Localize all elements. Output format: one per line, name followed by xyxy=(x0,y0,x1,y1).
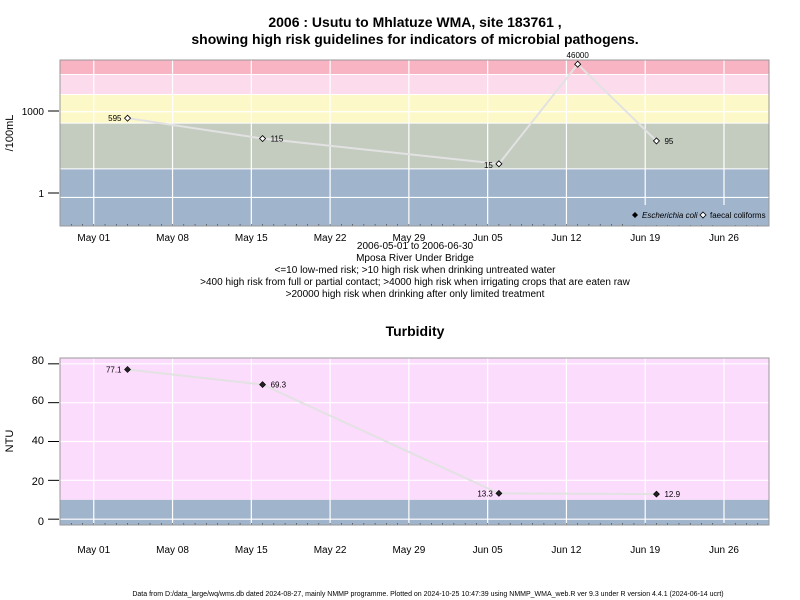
footer-note: Data from D:/data_large/wq/wms.db dated … xyxy=(132,591,723,598)
bottom-chart-title: Turbidity xyxy=(386,323,445,339)
faecal-coliforms-data-label: 15 xyxy=(484,161,493,170)
bottom-risk-band-pink xyxy=(60,358,769,500)
faecal-coliforms-data-label: 595 xyxy=(108,114,122,123)
turbidity-data-label: 12.9 xyxy=(664,490,680,499)
top-x-tick-label: May 29 xyxy=(392,233,425,244)
turbidity-point xyxy=(259,381,266,389)
top-caption-line: 2006-05-01 to 2006-06-30 xyxy=(357,241,474,252)
top-caption-line: <=10 low-med risk; >10 high risk when dr… xyxy=(275,265,557,276)
faecal-coliforms-point xyxy=(123,114,132,122)
top-risk-band-pink xyxy=(60,74,769,95)
bottom-y-tick-label: 60 xyxy=(32,395,44,407)
bottom-y-tick-label: 0 xyxy=(38,516,44,528)
top-x-tick-label: May 15 xyxy=(235,233,268,244)
top-legend: Escherichia coli faecal coliforms xyxy=(626,205,768,225)
top-caption-line: >400 high risk from full or partial cont… xyxy=(200,277,630,288)
top-caption-line: Mposa River Under Bridge xyxy=(356,253,474,264)
faecal-coliforms-data-label: 46000 xyxy=(567,51,590,60)
faecal-legend-marker xyxy=(699,211,707,219)
top-chart-title-line1: 2006 : Usutu to Mhlatuze WMA, site 18376… xyxy=(268,14,561,30)
turbidity-point xyxy=(124,366,131,373)
turbidity-point xyxy=(495,489,503,497)
turbidity-line xyxy=(127,368,657,496)
turbidity-data-label: 69.3 xyxy=(271,381,287,390)
turbidity-point xyxy=(653,490,660,498)
faecal-coliforms-point xyxy=(495,160,503,168)
ecoli-legend-marker xyxy=(632,212,638,218)
turbidity-data-label: 77.1 xyxy=(106,365,122,374)
bottom-x-tick-label: Jun 19 xyxy=(630,545,660,556)
bottom-x-tick-label: May 01 xyxy=(77,545,110,556)
top-x-tick-label: May 01 xyxy=(77,233,110,244)
top-plot-frame xyxy=(59,59,770,227)
bottom-x-tick-label: Jun 05 xyxy=(473,545,503,556)
faecal-coliforms-data-label: 115 xyxy=(271,135,284,144)
turbidity-data-label: 13.3 xyxy=(477,489,493,498)
bottom-x-tick-label: May 08 xyxy=(156,545,189,556)
top-y-tick-label: 1000 xyxy=(22,107,45,118)
top-y-tick-label: 1 xyxy=(38,189,44,200)
bottom-y-tick-label: 80 xyxy=(32,355,44,367)
top-caption-line: >20000 high risk when drinking after onl… xyxy=(286,289,545,300)
bottom-y-tick-label: 20 xyxy=(32,476,44,488)
bottom-x-tick-label: May 22 xyxy=(314,545,347,556)
faecal-coliforms-point xyxy=(574,60,582,68)
bottom-y-axis-label: NTU xyxy=(4,430,16,453)
faecal-coliforms-point xyxy=(259,134,267,143)
bottom-x-tick-label: May 15 xyxy=(235,545,268,556)
bottom-x-tick-label: May 29 xyxy=(392,545,425,556)
faecal-coliforms-point xyxy=(652,137,661,145)
faecal-legend-label: faecal coliforms xyxy=(710,211,766,220)
top-risk-band-red xyxy=(60,60,769,75)
ecoli-legend-label: Escherichia coli xyxy=(642,211,698,220)
faecal-coliforms-data-label: 95 xyxy=(664,137,673,146)
bottom-risk-band-blue xyxy=(60,499,769,525)
bottom-plot-frame xyxy=(59,357,770,526)
top-x-tick-label: May 08 xyxy=(156,233,189,244)
top-y-axis-label: /100mL xyxy=(4,115,16,152)
top-x-tick-label: Jun 12 xyxy=(551,233,581,244)
bottom-x-tick-label: Jun 26 xyxy=(709,545,739,556)
top-risk-band-yellow xyxy=(60,94,769,124)
top-x-tick-label: Jun 05 xyxy=(473,233,503,244)
top-chart-title-line2: showing high risk guidelines for indicat… xyxy=(191,31,638,47)
top-x-tick-label: Jun 26 xyxy=(709,233,739,244)
top-legend-box xyxy=(626,205,768,225)
top-x-tick-label: Jun 19 xyxy=(630,233,660,244)
top-risk-band-green xyxy=(60,123,769,169)
bottom-x-tick-label: Jun 12 xyxy=(551,545,581,556)
bottom-y-tick-label: 40 xyxy=(32,435,44,447)
top-x-tick-label: May 22 xyxy=(314,233,347,244)
